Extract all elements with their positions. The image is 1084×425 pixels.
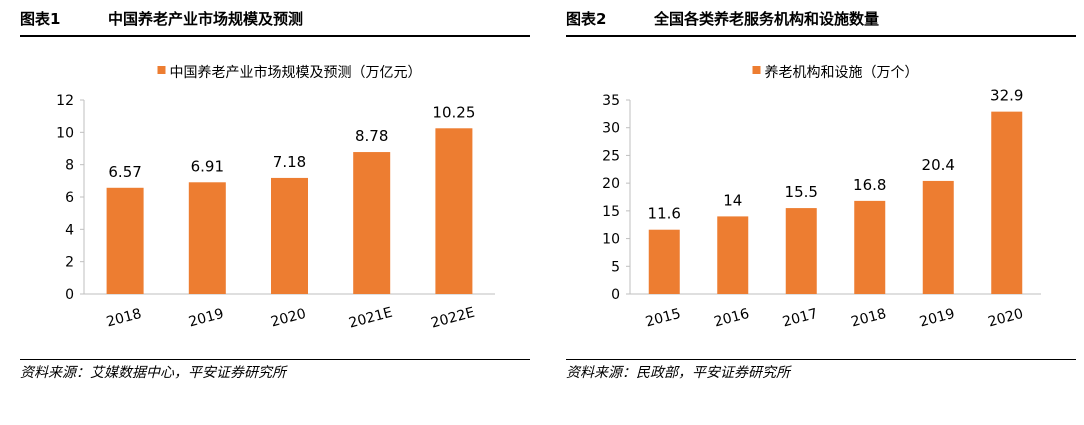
bar bbox=[435, 128, 473, 294]
y-tick-label: 4 bbox=[65, 222, 74, 238]
y-tick-label: 30 bbox=[602, 121, 620, 137]
figure-header: 图表2 全国各类养老服务机构和设施数量 bbox=[566, 8, 1076, 34]
x-tick-label: 2020 bbox=[269, 306, 308, 331]
figure-title: 中国养老产业市场规模及预测 bbox=[108, 10, 304, 28]
header-rule bbox=[566, 35, 1076, 37]
data-label: 32.9 bbox=[990, 87, 1023, 105]
x-tick-label: 2017 bbox=[781, 306, 820, 331]
bar bbox=[991, 111, 1023, 294]
data-label: 10.25 bbox=[432, 103, 475, 121]
bar bbox=[717, 216, 749, 294]
y-tick-label: 8 bbox=[65, 158, 74, 174]
data-label: 6.91 bbox=[191, 157, 224, 175]
y-tick-label: 10 bbox=[56, 125, 74, 141]
figure-title: 全国各类养老服务机构和设施数量 bbox=[654, 10, 880, 28]
bar bbox=[106, 187, 144, 294]
y-tick-label: 2 bbox=[65, 255, 74, 271]
bar bbox=[188, 182, 226, 294]
data-label: 14 bbox=[723, 191, 742, 209]
y-tick-label: 0 bbox=[65, 287, 74, 303]
chart-facility-count: 养老机构和设施（万个） 0 5 10 15 20 25 30 35 11.6 2015 14 2016 1… bbox=[602, 65, 1041, 331]
data-label: 15.5 bbox=[785, 183, 818, 201]
bar bbox=[854, 200, 886, 294]
legend-label: 中国养老产业市场规模及预测（万亿元） bbox=[170, 64, 422, 81]
x-tick-label: 2019 bbox=[187, 306, 226, 331]
data-label: 8.78 bbox=[355, 127, 388, 145]
x-tick-label: 2018 bbox=[849, 306, 888, 331]
figure-number: 图表2 bbox=[566, 10, 607, 28]
x-tick-label: 2020 bbox=[986, 306, 1025, 331]
figure-panel-1: 图表1 中国养老产业市场规模及预测 中国养老产业市场规模及预测（万亿元） 0 2 4 6… bbox=[20, 0, 530, 425]
y-tick-label: 20 bbox=[602, 176, 620, 192]
footer-rule bbox=[566, 359, 1076, 360]
figure-header: 图表1 中国养老产业市场规模及预测 bbox=[20, 8, 530, 34]
data-label: 16.8 bbox=[853, 176, 886, 194]
y-tick-label: 10 bbox=[602, 232, 620, 248]
chart-legend: 中国养老产业市场规模及预测（万亿元） bbox=[157, 64, 422, 81]
y-tick-label: 12 bbox=[56, 93, 74, 109]
data-label: 7.18 bbox=[273, 153, 306, 171]
y-tick-label: 35 bbox=[602, 93, 620, 109]
source-note: 资料来源：艾媒数据中心，平安证券研究所 bbox=[20, 365, 286, 381]
y-tick-label: 0 bbox=[611, 287, 620, 303]
bar bbox=[785, 208, 817, 294]
header-rule bbox=[20, 35, 530, 37]
x-tick-label: 2016 bbox=[712, 306, 751, 331]
chart-market-size: 中国养老产业市场规模及预测（万亿元） 0 2 4 6 8 10 12 6.57 2018 6.91 2… bbox=[56, 64, 495, 332]
legend-swatch bbox=[157, 66, 166, 74]
x-tick-label: 2015 bbox=[644, 306, 683, 331]
y-tick-label: 5 bbox=[611, 259, 620, 275]
figure-number: 图表1 bbox=[20, 10, 61, 28]
figure-panel-2: 图表2 全国各类养老服务机构和设施数量 养老机构和设施（万个） 0 5 10 15 20 2… bbox=[566, 0, 1076, 425]
x-tick-label: 2021E bbox=[347, 305, 394, 332]
x-tick-label: 2022E bbox=[429, 305, 476, 332]
data-label: 11.6 bbox=[648, 205, 681, 223]
data-label: 6.57 bbox=[108, 163, 141, 181]
chart-legend: 养老机构和设施（万个） bbox=[752, 65, 919, 81]
legend-swatch bbox=[752, 66, 761, 74]
bar bbox=[353, 152, 391, 294]
data-label: 20.4 bbox=[922, 156, 955, 174]
x-tick-label: 2019 bbox=[918, 306, 957, 331]
legend-label: 养老机构和设施（万个） bbox=[765, 65, 919, 81]
x-tick-label: 2018 bbox=[105, 306, 144, 331]
y-tick-label: 15 bbox=[602, 204, 620, 220]
bar bbox=[922, 180, 954, 294]
bar bbox=[271, 177, 308, 294]
y-tick-label: 25 bbox=[602, 148, 620, 164]
y-tick-label: 6 bbox=[65, 190, 74, 206]
bar bbox=[648, 229, 680, 294]
source-note: 资料来源：民政部，平安证券研究所 bbox=[566, 365, 790, 381]
footer-rule bbox=[20, 359, 530, 360]
